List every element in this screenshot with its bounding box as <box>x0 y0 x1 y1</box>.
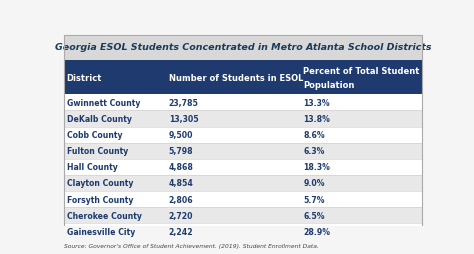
Text: Population: Population <box>303 81 355 90</box>
Text: 18.3%: 18.3% <box>303 163 330 172</box>
Text: Gwinnett County: Gwinnett County <box>66 99 140 107</box>
Text: 2,242: 2,242 <box>169 227 193 236</box>
Text: Percent of Total Student: Percent of Total Student <box>303 67 419 75</box>
Text: District: District <box>66 73 102 82</box>
FancyBboxPatch shape <box>64 35 422 61</box>
FancyBboxPatch shape <box>64 95 422 111</box>
Text: Forsyth County: Forsyth County <box>66 195 133 204</box>
FancyBboxPatch shape <box>64 127 422 143</box>
Text: 13.8%: 13.8% <box>303 115 330 123</box>
Text: 6.5%: 6.5% <box>303 211 325 220</box>
Text: 4,854: 4,854 <box>169 179 194 188</box>
Text: 9.0%: 9.0% <box>303 179 325 188</box>
Text: Fulton County: Fulton County <box>66 147 128 156</box>
Text: 2,806: 2,806 <box>169 195 193 204</box>
Text: 5,798: 5,798 <box>169 147 193 156</box>
Text: Number of Students in ESOL: Number of Students in ESOL <box>169 73 303 82</box>
Text: DeKalb County: DeKalb County <box>66 115 131 123</box>
Text: Gainesville City: Gainesville City <box>66 227 135 236</box>
FancyBboxPatch shape <box>64 191 422 207</box>
Text: 8.6%: 8.6% <box>303 131 325 140</box>
Text: 13,305: 13,305 <box>169 115 199 123</box>
Text: 6.3%: 6.3% <box>303 147 325 156</box>
Text: 28.9%: 28.9% <box>303 227 330 236</box>
FancyBboxPatch shape <box>64 175 422 191</box>
FancyBboxPatch shape <box>64 111 422 127</box>
FancyBboxPatch shape <box>64 159 422 175</box>
Text: 13.3%: 13.3% <box>303 99 330 107</box>
Text: Cherokee County: Cherokee County <box>66 211 141 220</box>
Text: 2,720: 2,720 <box>169 211 193 220</box>
Text: Source: Governor's Office of Student Achievement. (2019). Student Enrollment Dat: Source: Governor's Office of Student Ach… <box>64 243 319 248</box>
Text: Clayton County: Clayton County <box>66 179 133 188</box>
Text: 9,500: 9,500 <box>169 131 193 140</box>
FancyBboxPatch shape <box>64 207 422 223</box>
FancyBboxPatch shape <box>64 223 422 239</box>
Text: Georgia ESOL Students Concentrated in Metro Atlanta School Districts: Georgia ESOL Students Concentrated in Me… <box>55 43 431 52</box>
FancyBboxPatch shape <box>64 143 422 159</box>
Text: 4,868: 4,868 <box>169 163 194 172</box>
Text: Cobb County: Cobb County <box>66 131 122 140</box>
Text: 23,785: 23,785 <box>169 99 199 107</box>
Text: 5.7%: 5.7% <box>303 195 325 204</box>
Text: Hall County: Hall County <box>66 163 118 172</box>
FancyBboxPatch shape <box>64 61 422 95</box>
